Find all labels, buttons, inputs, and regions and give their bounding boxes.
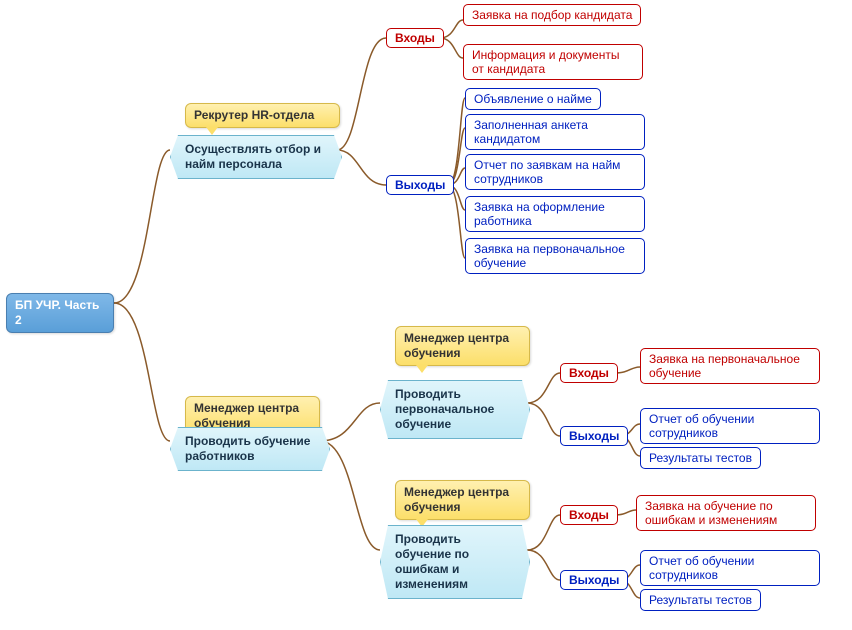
- role-sub1[interactable]: Менеджер центра обучения: [395, 326, 530, 366]
- inputs-label-sub2: Входы: [560, 505, 618, 525]
- process-training[interactable]: Проводить обучение работников: [170, 427, 330, 471]
- process-hiring[interactable]: Осуществлять отбор и найм персонала: [170, 135, 342, 179]
- inputs-label-sub1: Входы: [560, 363, 618, 383]
- role-recruiter[interactable]: Рекрутер HR-отдела: [185, 103, 340, 128]
- outputs-label-1: Выходы: [386, 175, 454, 195]
- leaf-sub1-in-0[interactable]: Заявка на первоначальное обучение: [640, 348, 820, 384]
- leaf-out-1-1[interactable]: Заполненная анкета кандидатом: [465, 114, 645, 150]
- leaf-sub2-out-1[interactable]: Результаты тестов: [640, 589, 761, 611]
- leaf-sub1-out-0[interactable]: Отчет об обучении сотрудников: [640, 408, 820, 444]
- inputs-label-1: Входы: [386, 28, 444, 48]
- outputs-label-sub1: Выходы: [560, 426, 628, 446]
- leaf-in-1-1[interactable]: Информация и документы от кандидата: [463, 44, 643, 80]
- leaf-out-1-0[interactable]: Объявление о найме: [465, 88, 601, 110]
- process-initial-training[interactable]: Проводить первоначальное обучение: [380, 380, 530, 439]
- root-node[interactable]: БП УЧР. Часть 2: [6, 293, 114, 333]
- leaf-out-1-4[interactable]: Заявка на первоначальное обучение: [465, 238, 645, 274]
- leaf-sub2-out-0[interactable]: Отчет об обучении сотрудников: [640, 550, 820, 586]
- leaf-out-1-2[interactable]: Отчет по заявкам на найм сотрудников: [465, 154, 645, 190]
- process-error-training[interactable]: Проводить обучение по ошибкам и изменени…: [380, 525, 530, 599]
- leaf-in-1-0[interactable]: Заявка на подбор кандидата: [463, 4, 641, 26]
- outputs-label-sub2: Выходы: [560, 570, 628, 590]
- role-sub2[interactable]: Менеджер центра обучения: [395, 480, 530, 520]
- leaf-sub1-out-1[interactable]: Результаты тестов: [640, 447, 761, 469]
- leaf-out-1-3[interactable]: Заявка на оформление работника: [465, 196, 645, 232]
- leaf-sub2-in-0[interactable]: Заявка на обучение по ошибкам и изменени…: [636, 495, 816, 531]
